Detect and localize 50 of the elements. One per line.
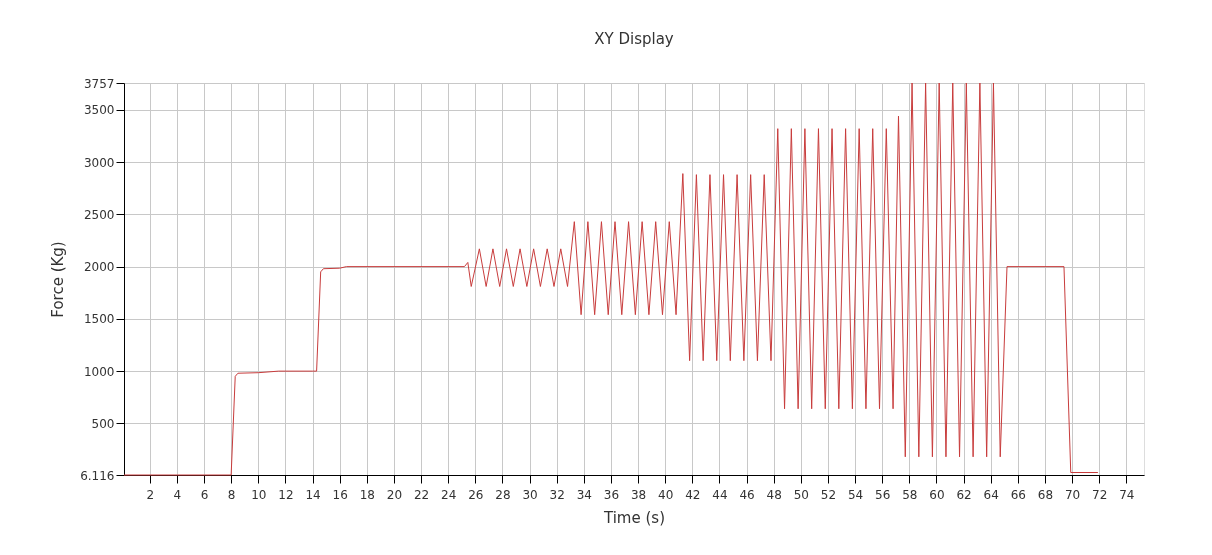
x-tick-label: 42 bbox=[685, 487, 701, 502]
x-tick-label: 4 bbox=[173, 487, 182, 502]
x-tick-label: 14 bbox=[305, 487, 321, 502]
x-tick-label: 30 bbox=[522, 487, 538, 502]
x-tick-label: 40 bbox=[658, 487, 674, 502]
y-tick-label: 6.116 bbox=[80, 468, 115, 483]
x-tick-label: 34 bbox=[576, 487, 592, 502]
y-tick-label: 1000 bbox=[83, 364, 115, 379]
x-tick-label: 70 bbox=[1064, 487, 1081, 502]
x-tick-label: 32 bbox=[549, 487, 565, 502]
x-tick-label: 64 bbox=[983, 487, 999, 502]
x-tick-label: 20 bbox=[386, 487, 403, 502]
x-tick-label: 18 bbox=[359, 487, 375, 502]
x-tick-label: 8 bbox=[227, 487, 236, 502]
x-tick-label: 6 bbox=[200, 487, 209, 502]
y-tick-label: 3500 bbox=[83, 103, 115, 118]
y-tick-label: 1500 bbox=[83, 312, 115, 327]
x-tick-label: 22 bbox=[413, 487, 430, 502]
x-tick-label: 12 bbox=[278, 487, 294, 502]
x-tick-label: 44 bbox=[712, 487, 728, 502]
x-tick-label: 54 bbox=[847, 487, 864, 502]
x-tick-label: 58 bbox=[902, 487, 918, 502]
x-axis-title: Time (s) bbox=[603, 508, 665, 527]
x-tick-label: 74 bbox=[1119, 487, 1135, 502]
y-tick-label: 2500 bbox=[83, 207, 115, 222]
x-tick-label: 28 bbox=[495, 487, 511, 502]
x-tick-label: 36 bbox=[603, 487, 620, 502]
x-tick-label: 52 bbox=[820, 487, 837, 502]
y-tick-label: 500 bbox=[91, 416, 115, 431]
x-tick-label: 46 bbox=[739, 487, 755, 502]
x-tick-label: 50 bbox=[793, 487, 809, 502]
x-tick-label: 48 bbox=[766, 487, 782, 502]
x-tick-label: 38 bbox=[630, 487, 647, 502]
y-axis-title: Force (Kg) bbox=[49, 241, 68, 318]
chart-title: XY Display bbox=[594, 30, 674, 48]
x-tick-label: 66 bbox=[1010, 487, 1026, 502]
x-tick-label: 60 bbox=[929, 487, 945, 502]
x-tick-label: 10 bbox=[251, 487, 267, 502]
line-series bbox=[123, 82, 1099, 476]
x-tick-label: 56 bbox=[875, 487, 891, 502]
x-tick-label: 16 bbox=[332, 487, 348, 502]
x-tick-label: 62 bbox=[956, 487, 972, 502]
x-tick-label: 26 bbox=[468, 487, 484, 502]
y-tick-label: 3000 bbox=[83, 155, 115, 170]
x-tick-label: 2 bbox=[146, 487, 155, 502]
x-tick-label: 72 bbox=[1092, 487, 1108, 502]
x-tick-label: 24 bbox=[441, 487, 457, 502]
y-tick-label: 2000 bbox=[83, 260, 115, 275]
y-tick-label: 3757 bbox=[83, 76, 115, 91]
x-tick-label: 68 bbox=[1037, 487, 1054, 502]
